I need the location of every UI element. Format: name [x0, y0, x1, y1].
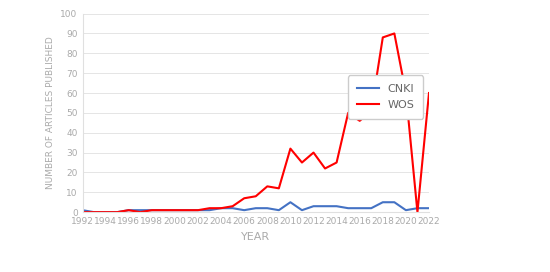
- CNKI: [114, 211, 120, 214]
- WOS: [183, 209, 190, 212]
- CNKI: [102, 211, 109, 214]
- CNKI: [125, 209, 132, 212]
- CNKI: [160, 209, 167, 212]
- CNKI: [252, 206, 259, 210]
- WOS: [102, 211, 109, 214]
- WOS: [310, 151, 317, 154]
- CNKI: [345, 206, 351, 210]
- WOS: [229, 205, 236, 208]
- CNKI: [299, 209, 305, 212]
- CNKI: [403, 209, 409, 212]
- CNKI: [414, 206, 421, 210]
- CNKI: [322, 205, 328, 208]
- CNKI: [206, 209, 213, 212]
- CNKI: [426, 206, 432, 210]
- CNKI: [333, 205, 340, 208]
- WOS: [172, 209, 178, 212]
- WOS: [426, 91, 432, 95]
- CNKI: [137, 209, 144, 212]
- WOS: [264, 185, 271, 188]
- WOS: [403, 91, 409, 95]
- CNKI: [195, 209, 201, 212]
- WOS: [195, 209, 201, 212]
- Legend: CNKI, WOS: CNKI, WOS: [348, 75, 424, 119]
- WOS: [148, 209, 155, 212]
- CNKI: [368, 206, 375, 210]
- WOS: [322, 167, 328, 170]
- WOS: [276, 187, 282, 190]
- WOS: [368, 109, 375, 113]
- CNKI: [379, 201, 386, 204]
- WOS: [299, 161, 305, 164]
- WOS: [206, 206, 213, 210]
- WOS: [287, 147, 294, 150]
- WOS: [241, 197, 248, 200]
- CNKI: [241, 209, 248, 212]
- CNKI: [183, 209, 190, 212]
- CNKI: [229, 206, 236, 210]
- CNKI: [91, 211, 97, 214]
- CNKI: [172, 209, 178, 212]
- WOS: [91, 211, 97, 214]
- CNKI: [310, 205, 317, 208]
- WOS: [252, 195, 259, 198]
- WOS: [114, 211, 120, 214]
- CNKI: [391, 201, 398, 204]
- WOS: [356, 119, 363, 122]
- WOS: [125, 209, 132, 212]
- CNKI: [276, 209, 282, 212]
- WOS: [379, 36, 386, 39]
- X-axis label: YEAR: YEAR: [241, 231, 270, 242]
- CNKI: [148, 209, 155, 212]
- CNKI: [287, 201, 294, 204]
- Y-axis label: NUMBER OF ARTICLES PUBLISHED: NUMBER OF ARTICLES PUBLISHED: [46, 36, 55, 189]
- CNKI: [264, 206, 271, 210]
- WOS: [218, 206, 224, 210]
- CNKI: [218, 206, 224, 210]
- WOS: [333, 161, 340, 164]
- WOS: [160, 209, 167, 212]
- WOS: [79, 211, 86, 214]
- WOS: [391, 32, 398, 35]
- WOS: [137, 211, 144, 214]
- Line: CNKI: CNKI: [82, 202, 429, 212]
- Line: WOS: WOS: [82, 33, 429, 212]
- CNKI: [79, 209, 86, 212]
- CNKI: [356, 206, 363, 210]
- WOS: [414, 211, 421, 214]
- WOS: [345, 111, 351, 115]
